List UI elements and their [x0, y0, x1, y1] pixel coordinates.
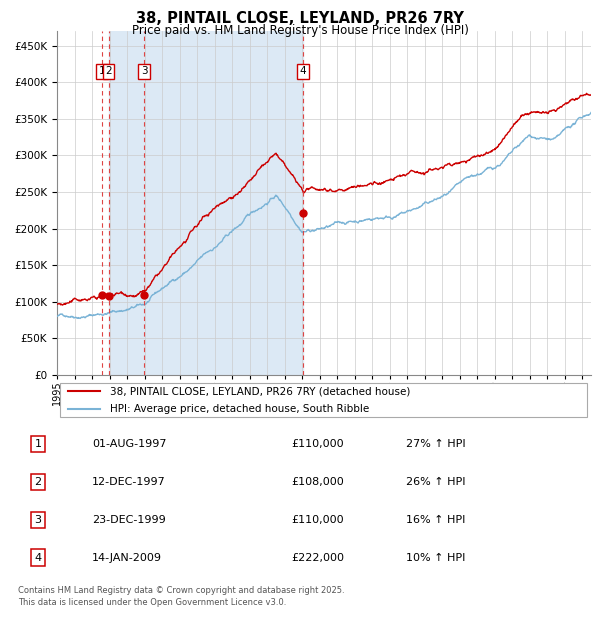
Text: 1: 1	[34, 439, 41, 449]
Text: 3: 3	[141, 66, 148, 76]
Text: 2: 2	[34, 477, 41, 487]
Text: 26% ↑ HPI: 26% ↑ HPI	[406, 477, 465, 487]
Text: 27% ↑ HPI: 27% ↑ HPI	[406, 439, 465, 449]
Text: 12-DEC-1997: 12-DEC-1997	[92, 477, 166, 487]
Text: £222,000: £222,000	[292, 552, 344, 562]
Bar	[109, 31, 303, 375]
Text: 38, PINTAIL CLOSE, LEYLAND, PR26 7RY: 38, PINTAIL CLOSE, LEYLAND, PR26 7RY	[136, 11, 464, 26]
Text: 38, PINTAIL CLOSE, LEYLAND, PR26 7RY (detached house): 38, PINTAIL CLOSE, LEYLAND, PR26 7RY (de…	[110, 386, 411, 396]
Text: HPI: Average price, detached house, South Ribble: HPI: Average price, detached house, Sout…	[110, 404, 370, 414]
Text: This data is licensed under the Open Government Licence v3.0.: This data is licensed under the Open Gov…	[18, 598, 286, 607]
Text: 3: 3	[34, 515, 41, 525]
Text: £108,000: £108,000	[292, 477, 344, 487]
Text: 1: 1	[99, 66, 106, 76]
Text: Contains HM Land Registry data © Crown copyright and database right 2025.: Contains HM Land Registry data © Crown c…	[18, 586, 344, 595]
Text: 2: 2	[105, 66, 112, 76]
Text: 4: 4	[34, 552, 41, 562]
Text: 14-JAN-2009: 14-JAN-2009	[92, 552, 162, 562]
FancyBboxPatch shape	[59, 383, 587, 417]
Text: 4: 4	[299, 66, 306, 76]
Text: 23-DEC-1999: 23-DEC-1999	[92, 515, 166, 525]
Text: 10% ↑ HPI: 10% ↑ HPI	[406, 552, 465, 562]
Text: Price paid vs. HM Land Registry's House Price Index (HPI): Price paid vs. HM Land Registry's House …	[131, 24, 469, 37]
Text: 16% ↑ HPI: 16% ↑ HPI	[406, 515, 465, 525]
Text: 01-AUG-1997: 01-AUG-1997	[92, 439, 167, 449]
Text: £110,000: £110,000	[292, 439, 344, 449]
Text: £110,000: £110,000	[292, 515, 344, 525]
